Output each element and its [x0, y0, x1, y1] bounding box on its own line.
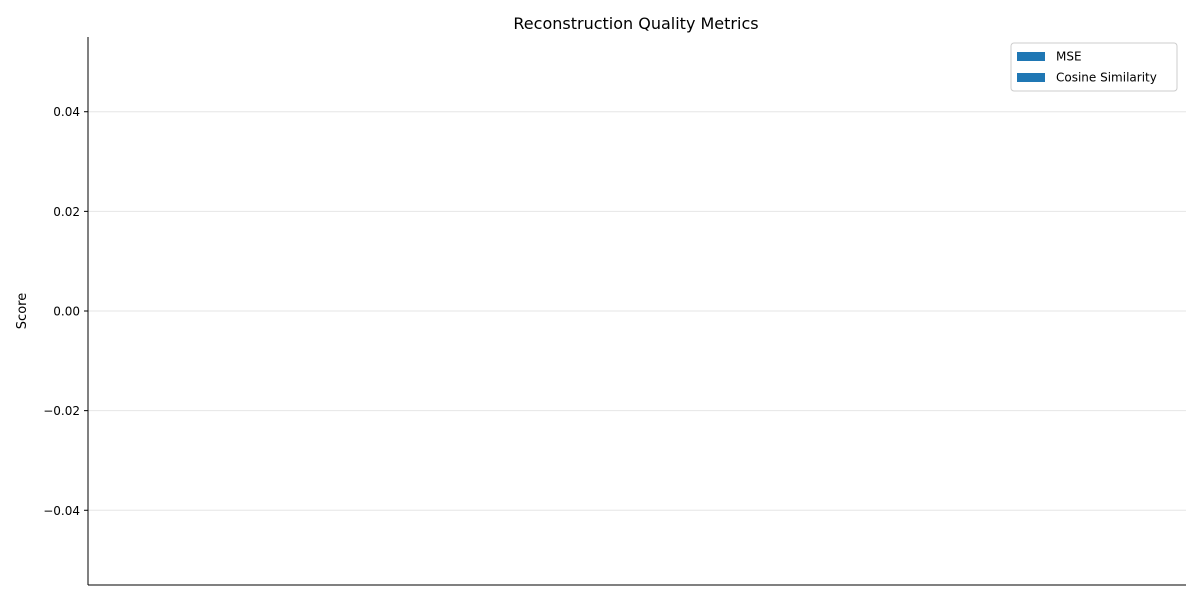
- legend: MSE Cosine Similarity: [1010, 42, 1178, 92]
- legend-label: MSE: [1056, 50, 1082, 64]
- y-ticks: −0.04 −0.02 0.00 0.02 0.04: [43, 105, 88, 518]
- y-tick-label: 0.00: [53, 305, 80, 319]
- legend-label: Cosine Similarity: [1056, 71, 1157, 85]
- legend-swatch: [1017, 73, 1045, 82]
- legend-swatch: [1017, 52, 1045, 61]
- y-tick-label: 0.02: [53, 205, 80, 219]
- y-tick-label: −0.04: [43, 504, 80, 518]
- y-tick-label: 0.04: [53, 105, 80, 119]
- y-tick-label: −0.02: [43, 404, 80, 418]
- legend-frame: [1010, 42, 1178, 92]
- y-axis-label: Score: [15, 293, 30, 329]
- grid-lines: [88, 111, 1186, 511]
- chart-title: Reconstruction Quality Metrics: [513, 14, 758, 33]
